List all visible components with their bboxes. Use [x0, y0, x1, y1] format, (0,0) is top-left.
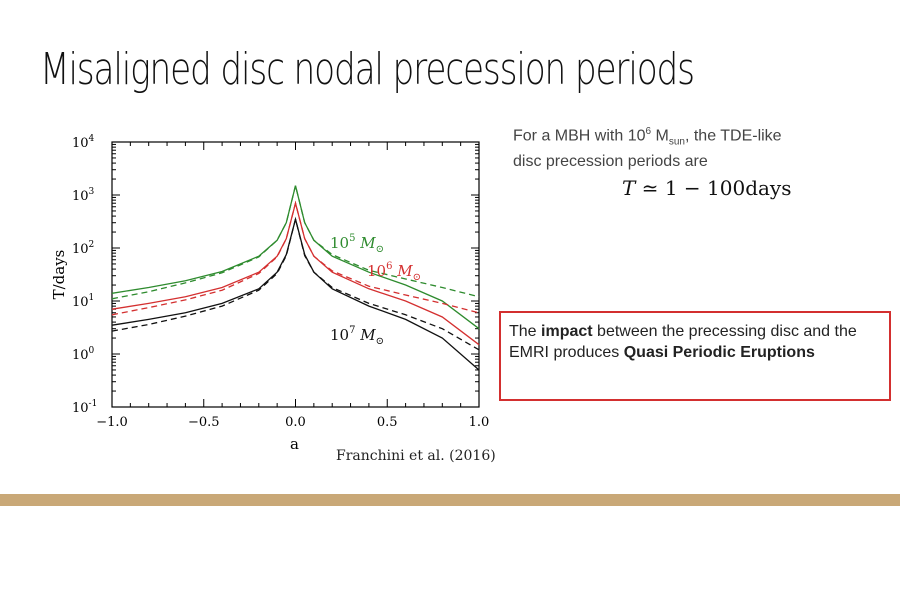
- series-line-0: [111, 185, 480, 330]
- y-tick-label: 103: [72, 187, 95, 204]
- citation-label: Franchini et al. (2016): [336, 448, 496, 464]
- y-tick-label: 101: [72, 293, 94, 310]
- plot-frame: [111, 141, 480, 408]
- footer-accent-bar: [0, 494, 900, 506]
- intro-msun: M: [651, 127, 669, 145]
- mass-label-2: 107 M⊙: [330, 325, 384, 347]
- intro-exponent: 6: [645, 126, 652, 137]
- callout-text-mid: between the precessing disc and the EMRI…: [509, 323, 857, 361]
- formula-value: ≃ 1 − 100days: [635, 176, 792, 200]
- y-tick-label: 10-1: [72, 399, 97, 416]
- intro-text: For a MBH with 106 Msun, the TDE-like di…: [513, 122, 873, 171]
- slide-title: Misaligned disc nodal precession periods: [40, 44, 695, 95]
- callout-impact: impact: [541, 323, 593, 340]
- callout-text-pre: The: [509, 323, 542, 340]
- precession-chart: 10-1 100 101 102 103 104 −1.0 −0.5 0.0 0.5 1.0 a T/d…: [50, 134, 496, 464]
- formula-symbol: T: [622, 176, 636, 200]
- x-tick-label: −1.0: [96, 415, 128, 430]
- mass-label-0: 105 M⊙: [330, 233, 384, 255]
- x-tick-label: 0.5: [377, 415, 398, 430]
- mass-label-1: 106 M⊙: [367, 261, 421, 283]
- intro-line1-end: , the TDE-like: [684, 127, 782, 145]
- x-tick-label: 0.0: [285, 415, 306, 430]
- series-line-3: [111, 200, 480, 316]
- callout-qpe: Quasi Periodic Eruptions: [623, 344, 815, 361]
- intro-line1: For a MBH with 10: [513, 127, 646, 145]
- intro-line2: disc precession periods are: [513, 152, 708, 170]
- series-line-4: [111, 216, 480, 371]
- y-axis-label: T/days: [50, 250, 68, 300]
- intro-sun-subscript: sun: [668, 136, 685, 148]
- y-tick-label: 104: [72, 134, 95, 151]
- series-line-2: [111, 200, 480, 346]
- qpe-callout-box: The impact between the precessing disc a…: [499, 311, 891, 401]
- series-line-1: [111, 185, 480, 300]
- x-tick-label: 1.0: [469, 415, 490, 430]
- x-axis-label: a: [290, 435, 299, 453]
- y-tick-label: 102: [72, 240, 94, 257]
- series-line-5: [111, 219, 480, 351]
- y-tick-label: 100: [72, 346, 95, 363]
- x-tick-label: −0.5: [188, 415, 220, 430]
- period-formula: T ≃ 1 − 100days: [622, 176, 791, 200]
